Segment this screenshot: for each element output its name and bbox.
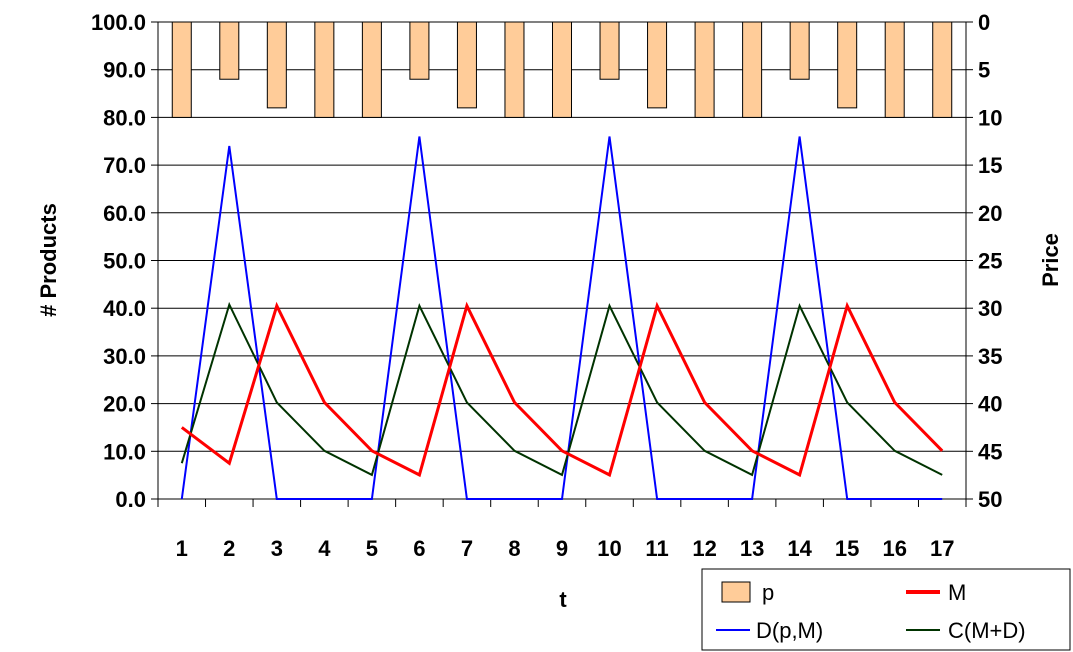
- x-tick-label: 17: [930, 536, 954, 561]
- legend-label-p: p: [762, 580, 774, 605]
- legend-label-m: M: [948, 580, 966, 605]
- y-tick-label: 30.0: [103, 344, 146, 369]
- x-tick-label: 8: [508, 536, 520, 561]
- legend-label-c: C(M+D): [948, 618, 1026, 643]
- x-tick-label: 13: [740, 536, 764, 561]
- price-bar: [314, 21, 335, 118]
- x-tick-label: 7: [461, 536, 473, 561]
- y2-tick-label: 15: [978, 153, 1002, 178]
- x-tick-label: 9: [556, 536, 568, 561]
- x-tick-label: 12: [692, 536, 716, 561]
- y-tick-label: 100.0: [91, 10, 146, 35]
- x-tick-label: 4: [318, 536, 331, 561]
- price-bar: [219, 21, 240, 80]
- price-bar: [266, 21, 287, 109]
- y2-tick-label: 45: [978, 439, 1002, 464]
- y-tick-label: 20.0: [103, 392, 146, 417]
- price-bar: [456, 21, 477, 109]
- y2-tick-label: 30: [978, 296, 1002, 321]
- series-line-d-p-m: [180, 136, 943, 500]
- price-bar: [789, 21, 810, 80]
- legend-box: [701, 568, 1071, 651]
- y2-tick-label: 40: [978, 392, 1002, 417]
- price-bars: [171, 21, 953, 118]
- x-tick-labels: 1 2 3 4 5 6 7 8 9 10 11 12 13 14 15 16 17: [176, 536, 955, 561]
- y-tick-label: 60.0: [103, 201, 146, 226]
- y2-tick-label: 50: [978, 487, 1002, 512]
- y2-tick-label: 10: [978, 105, 1002, 130]
- x-tick-label: 15: [835, 536, 859, 561]
- price-bar: [504, 21, 525, 118]
- y-tick-labels: 0.0 10.0 20.0 30.0 40.0 50.0 60.0 70.0 80.0 90.0 1…: [91, 10, 146, 512]
- y-tick-label: 80.0: [103, 105, 146, 130]
- series-lines: [180, 136, 944, 500]
- series-line-m: [180, 301, 944, 478]
- x-tick-label: 3: [271, 536, 283, 561]
- x-tick-label: 5: [366, 536, 378, 561]
- y-tick-label: 10.0: [103, 439, 146, 464]
- legend-swatch-p: [721, 581, 751, 603]
- y-tick-label: 50.0: [103, 249, 146, 274]
- y2-tick-label: 20: [978, 201, 1002, 226]
- price-bar: [599, 21, 620, 80]
- x-tick-label: 6: [413, 536, 425, 561]
- y-tick-label: 40.0: [103, 296, 146, 321]
- price-bar: [551, 21, 573, 118]
- x-tick-label: 11: [645, 536, 668, 561]
- x-tick-label: 10: [597, 536, 621, 561]
- y2-axis-title: Price: [1038, 233, 1063, 287]
- y2-tick-label: 25: [978, 249, 1002, 274]
- y2-tick-labels: 0 5 10 15 20 25 30 35 40 45 50: [978, 10, 1002, 512]
- y2-tick-label: 35: [978, 344, 1002, 369]
- x-tick-label: 14: [787, 536, 812, 561]
- x-tick-label: 2: [223, 536, 235, 561]
- price-bar: [361, 21, 382, 118]
- x-axis-title: t: [559, 587, 567, 612]
- legend: p M D(p,M) C(M+D): [701, 568, 1071, 651]
- y-tick-label: 0.0: [115, 487, 146, 512]
- price-bar: [884, 21, 905, 118]
- price-bar: [742, 21, 763, 118]
- y-axis-title: # Products: [36, 203, 61, 317]
- series-line-c-m-d: [180, 301, 943, 477]
- price-bar: [932, 21, 953, 118]
- legend-label-d: D(p,M): [756, 618, 823, 643]
- y2-tick-label: 5: [978, 58, 990, 83]
- price-bar: [694, 21, 715, 118]
- y2-tick-label: 0: [978, 10, 990, 35]
- x-tick-label: 1: [176, 536, 188, 561]
- price-bar: [171, 21, 192, 118]
- y-tick-label: 70.0: [103, 153, 146, 178]
- y-tick-label: 90.0: [103, 58, 146, 83]
- price-bar: [647, 21, 668, 109]
- x-tick-label: 16: [882, 536, 906, 561]
- price-bar: [837, 21, 858, 109]
- price-bar: [409, 21, 430, 80]
